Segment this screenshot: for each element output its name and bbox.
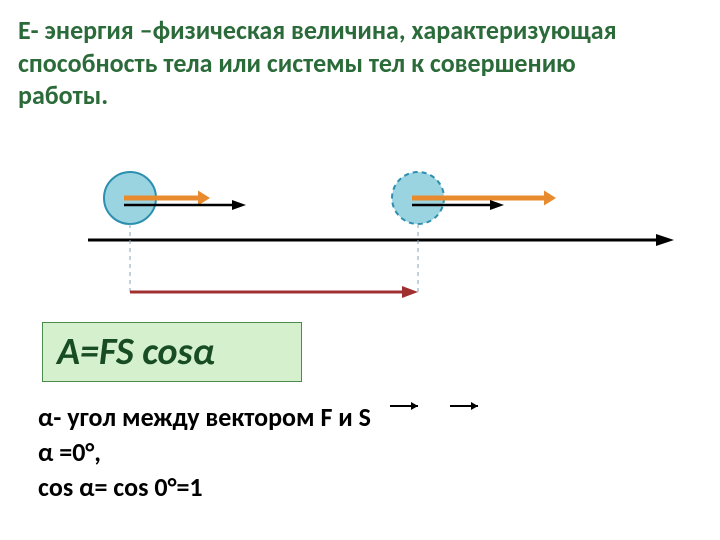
explanation-block: α- угол между вектором F и S α =0°, сos …: [38, 400, 371, 505]
cosine-value: сos α= сos 0°=1: [38, 470, 371, 505]
formula-box: A=FS cosα: [42, 322, 302, 382]
angle-value: α =0°,: [38, 435, 371, 470]
work-formula: A=FS cosα: [57, 329, 215, 375]
energy-definition: Е- энергия –физическая величина, характе…: [18, 14, 638, 112]
slide: Е- энергия –физическая величина, характе…: [0, 0, 720, 540]
motion-diagram: [60, 140, 690, 310]
angle-definition: α- угол между вектором F и S: [38, 400, 371, 435]
